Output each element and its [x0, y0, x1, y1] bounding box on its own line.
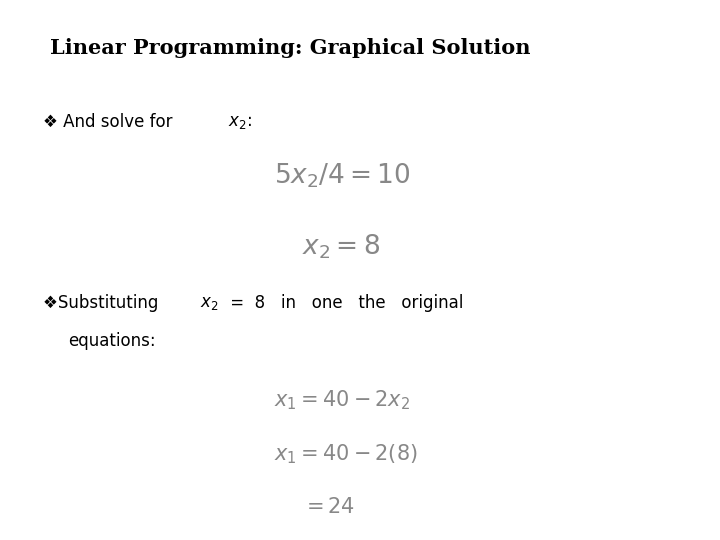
Text: $= 24$: $= 24$: [302, 497, 356, 517]
Text: equations:: equations:: [68, 332, 156, 350]
Text: ❖ And solve for: ❖ And solve for: [43, 113, 178, 131]
Text: Linear Programming: Graphical Solution: Linear Programming: Graphical Solution: [50, 38, 531, 58]
Text: =  8   in   one   the   original: = 8 in one the original: [225, 294, 464, 312]
Text: $x_2$: $x_2$: [200, 294, 219, 312]
Text: $x_2$:: $x_2$:: [228, 113, 251, 131]
Text: $x_1 = 40 - 2x_2$: $x_1 = 40 - 2x_2$: [274, 389, 410, 413]
Text: $x_2 = 8$: $x_2 = 8$: [302, 232, 381, 261]
Text: $5x_2/4 = 10$: $5x_2/4 = 10$: [274, 162, 410, 191]
Text: $x_1 = 40 - 2(8)$: $x_1 = 40 - 2(8)$: [274, 443, 418, 467]
Text: ❖Substituting: ❖Substituting: [43, 294, 164, 312]
